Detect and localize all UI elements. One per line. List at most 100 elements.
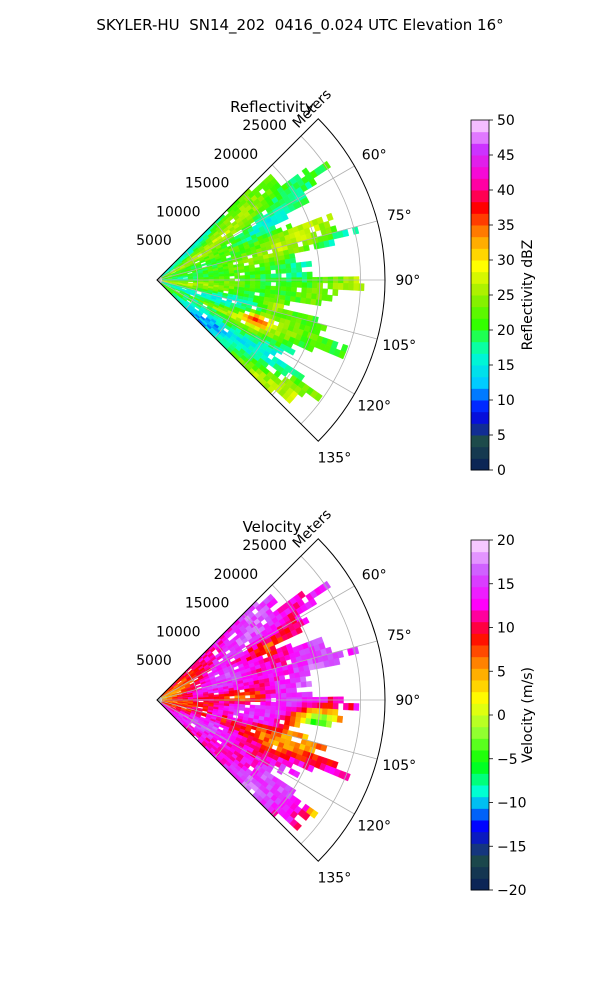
velocity-azimuth-tick-label: 120° — [357, 818, 391, 834]
velocity-colorbar-segment — [471, 761, 489, 774]
reflectivity-cell — [223, 287, 230, 292]
velocity-colorbar-segment — [471, 831, 489, 844]
velocity-cell — [301, 702, 308, 709]
velocity-cell — [285, 688, 292, 694]
reflectivity-cell — [326, 212, 334, 222]
velocity-cell — [270, 705, 277, 711]
velocity-cell — [269, 685, 276, 691]
reflectivity-grid-spoke — [156, 220, 378, 281]
reflectivity-cell — [358, 283, 365, 292]
velocity-cell — [238, 685, 245, 691]
velocity-cell — [308, 598, 318, 607]
velocity-colorbar-segment — [471, 563, 489, 576]
reflectivity-cell — [297, 388, 307, 398]
velocity-cell — [244, 691, 251, 696]
reflectivity-cell — [270, 273, 277, 279]
velocity-colorbar-segment — [471, 610, 489, 623]
reflectivity-cell — [265, 269, 272, 275]
reflectivity-cell — [303, 244, 310, 252]
velocity-cell — [311, 713, 318, 720]
velocity-cell — [255, 694, 261, 699]
velocity-cell — [309, 809, 319, 819]
velocity-cell — [280, 692, 287, 699]
velocity-cell — [264, 685, 271, 691]
velocity-radial-tick-label: 5000 — [136, 653, 172, 669]
reflectivity-cell — [239, 269, 246, 274]
reflectivity-cell — [311, 282, 318, 289]
velocity-cell — [295, 626, 303, 635]
velocity-cell — [301, 616, 310, 625]
reflectivity-cell — [327, 282, 334, 290]
reflectivity-cell — [306, 287, 313, 294]
velocity-cell — [291, 692, 298, 698]
velocity-cell — [311, 702, 318, 709]
reflectivity-cell — [284, 258, 291, 265]
velocity-cell — [286, 692, 292, 698]
reflectivity-colorbar-segment — [471, 365, 489, 378]
velocity-colorbar-segment — [471, 551, 489, 564]
reflectivity-cell — [269, 261, 276, 267]
reflectivity-colorbar-tick-label: 30 — [497, 253, 515, 269]
velocity-colorbar-segment — [471, 598, 489, 611]
velocity-cell — [321, 714, 328, 722]
velocity-radial-tick-label: 15000 — [185, 596, 230, 612]
velocity-cell — [260, 701, 267, 706]
velocity-cell — [239, 701, 246, 705]
reflectivity-cell — [296, 272, 303, 278]
velocity-cell — [218, 696, 225, 700]
velocity-cell — [336, 715, 344, 723]
reflectivity-cell — [289, 296, 297, 303]
velocity-grid-spoke — [156, 585, 355, 701]
velocity-cell — [265, 693, 272, 699]
reflectivity-cell — [328, 238, 336, 247]
reflectivity-cell — [260, 281, 267, 286]
velocity-colorbar-segment — [471, 796, 489, 809]
reflectivity-cell — [280, 268, 287, 274]
velocity-cell — [300, 717, 307, 724]
reflectivity-cell — [343, 283, 349, 291]
velocity-azimuth-tick-label: 105° — [382, 758, 416, 774]
reflectivity-cell — [305, 260, 313, 268]
velocity-cell — [320, 719, 327, 728]
velocity-grid-spoke — [156, 699, 355, 815]
velocity-cell — [280, 701, 287, 708]
reflectivity-cell — [305, 292, 313, 300]
reflectivity-cell — [307, 344, 315, 353]
reflectivity-colorbar-segment — [471, 225, 489, 238]
velocity-cell — [333, 657, 341, 666]
reflectivity-cell — [239, 275, 246, 279]
velocity-colorbar-tick-label: 5 — [497, 664, 506, 680]
reflectivity-cell — [286, 282, 292, 288]
velocity-colorbar-segment — [471, 715, 489, 728]
reflectivity-cell — [296, 282, 303, 288]
reflectivity-cell — [249, 274, 256, 279]
reflectivity-cell — [332, 282, 339, 290]
reflectivity-cell — [269, 265, 276, 271]
reflectivity-colorbar-tick-label: 15 — [497, 358, 515, 374]
velocity-cell — [270, 597, 279, 606]
velocity-cell — [301, 707, 308, 714]
reflectivity-cell — [321, 294, 328, 302]
reflectivity-cell — [187, 280, 194, 283]
reflectivity-cell — [249, 281, 256, 286]
reflectivity-radial-tick-label: 5000 — [136, 233, 172, 249]
reflectivity-cell — [306, 271, 313, 278]
velocity-cell — [244, 688, 251, 693]
reflectivity-cell — [244, 274, 251, 279]
reflectivity-cell — [290, 262, 297, 269]
reflectivity-colorbar-tick-label: 35 — [497, 218, 515, 234]
velocity-cell — [172, 700, 178, 703]
reflectivity-cell — [260, 274, 267, 279]
reflectivity-colorbar-segment — [471, 411, 489, 424]
velocity-cell — [218, 693, 225, 697]
velocity-cell — [259, 690, 266, 695]
reflectivity-radial-tick-label: 15000 — [185, 176, 230, 192]
reflectivity-cell — [244, 281, 251, 286]
reflectivity-azimuth-tick-label: 135° — [317, 450, 351, 466]
velocity-colorbar-segment — [471, 668, 489, 681]
reflectivity-cell — [311, 287, 318, 295]
reflectivity-cell — [280, 290, 287, 297]
reflectivity-cell — [254, 284, 261, 290]
velocity-azimuth-tick-label: 135° — [317, 870, 351, 886]
